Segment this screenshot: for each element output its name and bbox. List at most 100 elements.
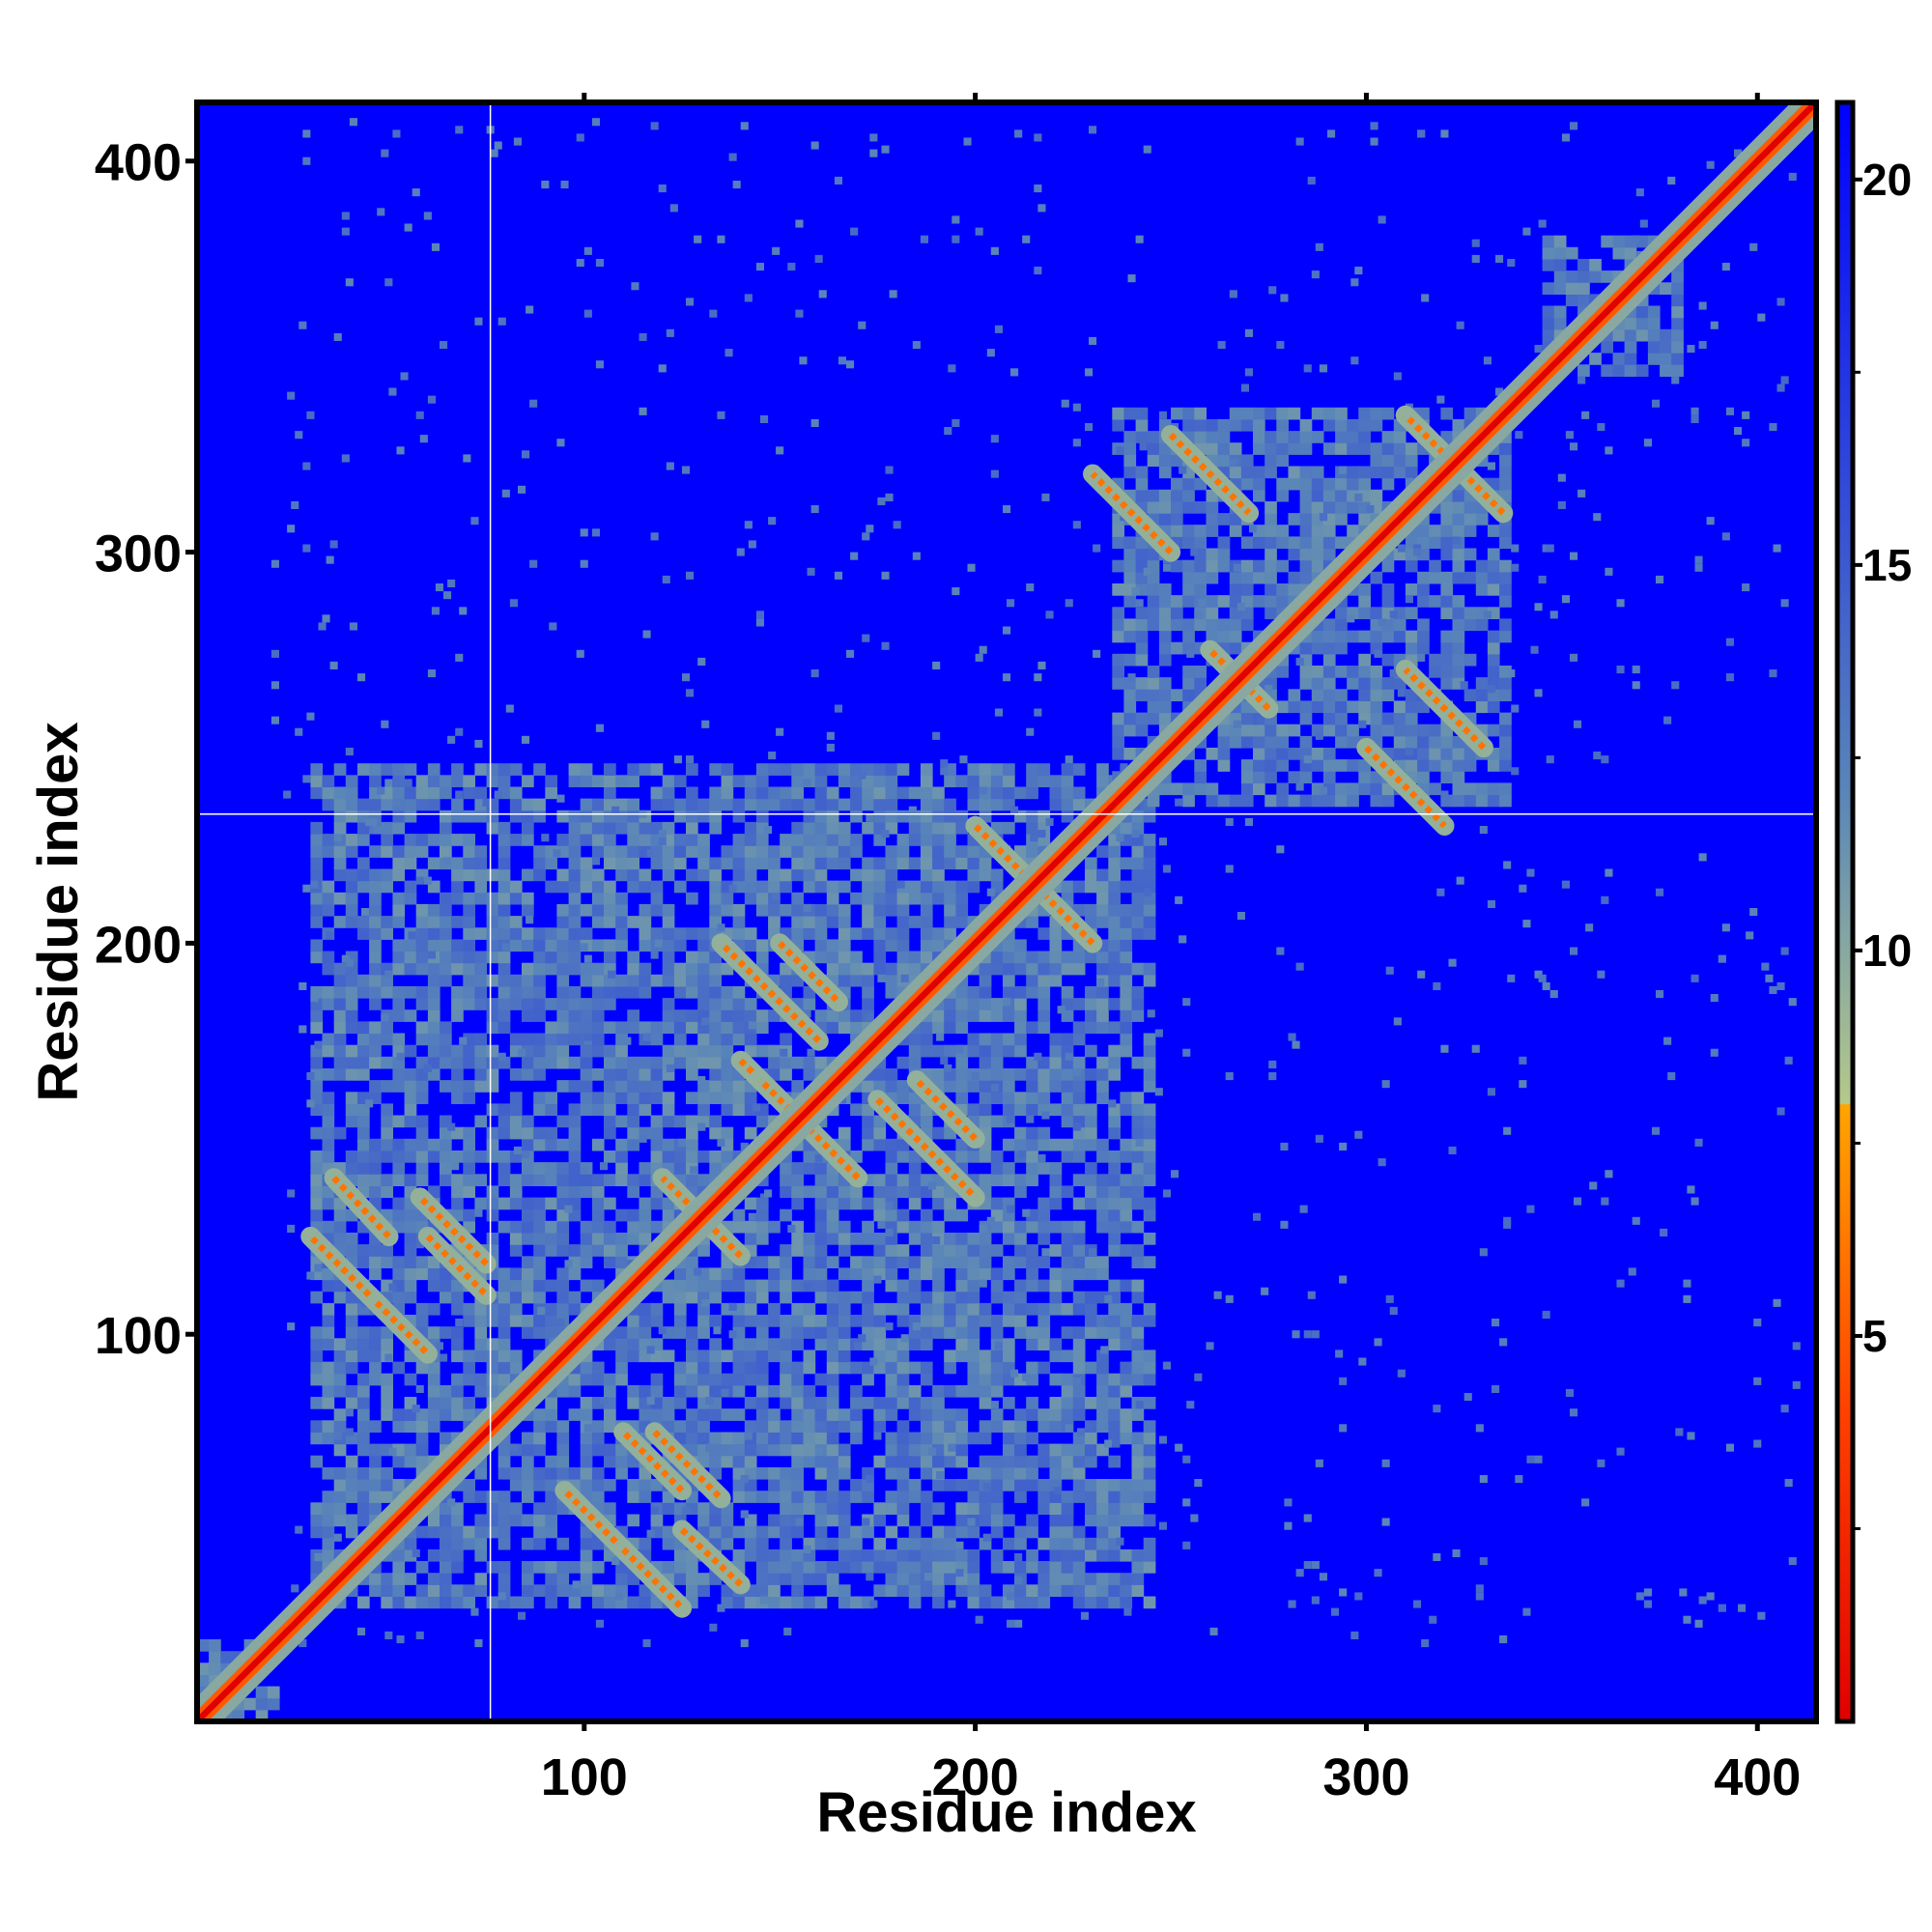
- heatmap-cell: [873, 916, 887, 928]
- heatmap-cell: [1288, 689, 1301, 701]
- heatmap-cell: [333, 985, 347, 999]
- heatmap-cell: [1217, 341, 1226, 350]
- heatmap-cell: [509, 1185, 523, 1199]
- heatmap-cell: [721, 1033, 734, 1046]
- heatmap-cell: [1096, 1151, 1109, 1163]
- heatmap-cell: [686, 1056, 698, 1069]
- heatmap-cell: [908, 1033, 922, 1046]
- heatmap-cell: [955, 1068, 969, 1081]
- heatmap-cell: [1206, 618, 1219, 632]
- heatmap-cell: [1108, 1151, 1121, 1163]
- heatmap-cell: [803, 1302, 816, 1316]
- heatmap-cell: [732, 1443, 746, 1457]
- heatmap-cell: [1049, 1420, 1063, 1433]
- heatmap-cell: [780, 1068, 792, 1081]
- heatmap-cell: [1072, 1092, 1086, 1104]
- heatmap-cell: [1311, 548, 1324, 561]
- heatmap-cell: [415, 1115, 429, 1128]
- heatmap-cell: [1112, 418, 1124, 432]
- heatmap-cell: [1085, 1197, 1097, 1210]
- heatmap-cell: [826, 1384, 839, 1398]
- heatmap-cell: [615, 1044, 628, 1058]
- heatmap-cell: [1085, 1537, 1097, 1550]
- heatmap-cell: [1123, 700, 1137, 714]
- heatmap-cell: [1671, 270, 1684, 283]
- heatmap-cell: [1003, 1420, 1015, 1433]
- heatmap-cell: [451, 951, 464, 964]
- heatmap-cell: [1072, 1220, 1086, 1234]
- heatmap-cell: [1147, 618, 1160, 632]
- heatmap-cell: [310, 1373, 324, 1386]
- heatmap-cell: [463, 1373, 475, 1386]
- heatmap-cell: [662, 1350, 675, 1363]
- heatmap-cell: [885, 903, 898, 917]
- heatmap-cell: [1085, 1162, 1097, 1175]
- heatmap-cell: [709, 998, 722, 1010]
- heatmap-cell: [322, 1115, 335, 1128]
- heatmap-cell: [522, 974, 534, 987]
- heatmap-cell: [850, 1420, 863, 1433]
- heatmap-cell: [932, 1561, 945, 1574]
- heatmap-cell: [604, 998, 616, 1010]
- heatmap-cell: [556, 1584, 570, 1597]
- heatmap-cell: [1085, 1315, 1097, 1327]
- heatmap-cell: [639, 1162, 652, 1175]
- heatmap-cell: [639, 1537, 652, 1550]
- heatmap-cell: [1335, 501, 1348, 514]
- heatmap-cell: [1229, 442, 1242, 455]
- heatmap-cell: [791, 1548, 804, 1562]
- heatmap-cell: [979, 1502, 992, 1515]
- heatmap-cell: [1452, 559, 1465, 573]
- heatmap-cell: [1108, 1302, 1121, 1316]
- heatmap-cell: [369, 916, 382, 928]
- heatmap-cell: [862, 1315, 874, 1327]
- heatmap-cell: [1131, 857, 1145, 870]
- heatmap-cell: [1311, 431, 1324, 443]
- heatmap-cell: [381, 1151, 393, 1163]
- heatmap-cell: [686, 821, 698, 835]
- heatmap-cell: [627, 1479, 639, 1492]
- heatmap-cell: [486, 1021, 499, 1035]
- heatmap-cell: [440, 1056, 452, 1069]
- heatmap-cell: [650, 1220, 664, 1234]
- heatmap-cell: [755, 1009, 769, 1022]
- heatmap-cell: [1049, 1373, 1063, 1386]
- heatmap-cell: [1589, 1181, 1598, 1190]
- heatmap-cell: [1601, 895, 1609, 904]
- heatmap-cell: [1499, 1338, 1508, 1347]
- heatmap-cell: [427, 1044, 440, 1058]
- heatmap-cell: [650, 1514, 664, 1527]
- heatmap-cell: [310, 1197, 324, 1210]
- heatmap-cell: [474, 1302, 488, 1316]
- heatmap-cell: [1108, 1056, 1121, 1069]
- heatmap-cell: [404, 1080, 417, 1093]
- heatmap-cell: [1143, 845, 1156, 858]
- heatmap-cell: [322, 998, 335, 1010]
- heatmap-cell: [979, 1151, 992, 1163]
- heatmap-cell: [1123, 407, 1137, 420]
- heatmap-cell: [463, 810, 475, 823]
- heatmap-cell: [838, 951, 851, 964]
- heatmap-cell: [545, 1162, 557, 1175]
- heatmap-cell: [850, 1021, 863, 1035]
- heatmap-cell: [873, 1302, 887, 1316]
- heatmap-cell: [1358, 431, 1371, 443]
- heatmap-cell: [604, 1420, 616, 1433]
- heatmap-cell: [310, 1056, 324, 1069]
- heatmap-cell: [1143, 1197, 1156, 1210]
- heatmap-cell: [967, 1584, 980, 1597]
- heatmap-cell: [1131, 1056, 1145, 1069]
- heatmap-cell: [885, 1397, 898, 1409]
- heatmap-cell: [1014, 1033, 1027, 1046]
- heatmap-cell: [1652, 1126, 1661, 1135]
- heatmap-cell: [255, 1697, 269, 1711]
- heatmap-cell: [404, 810, 417, 823]
- heatmap-cell: [814, 903, 828, 917]
- heatmap-cell: [463, 985, 475, 999]
- heatmap-cell: [1072, 439, 1081, 447]
- heatmap-cell: [627, 1397, 639, 1409]
- heatmap-cell: [627, 1514, 639, 1527]
- heatmap-cell: [415, 1302, 429, 1316]
- heatmap-cell: [1264, 513, 1277, 526]
